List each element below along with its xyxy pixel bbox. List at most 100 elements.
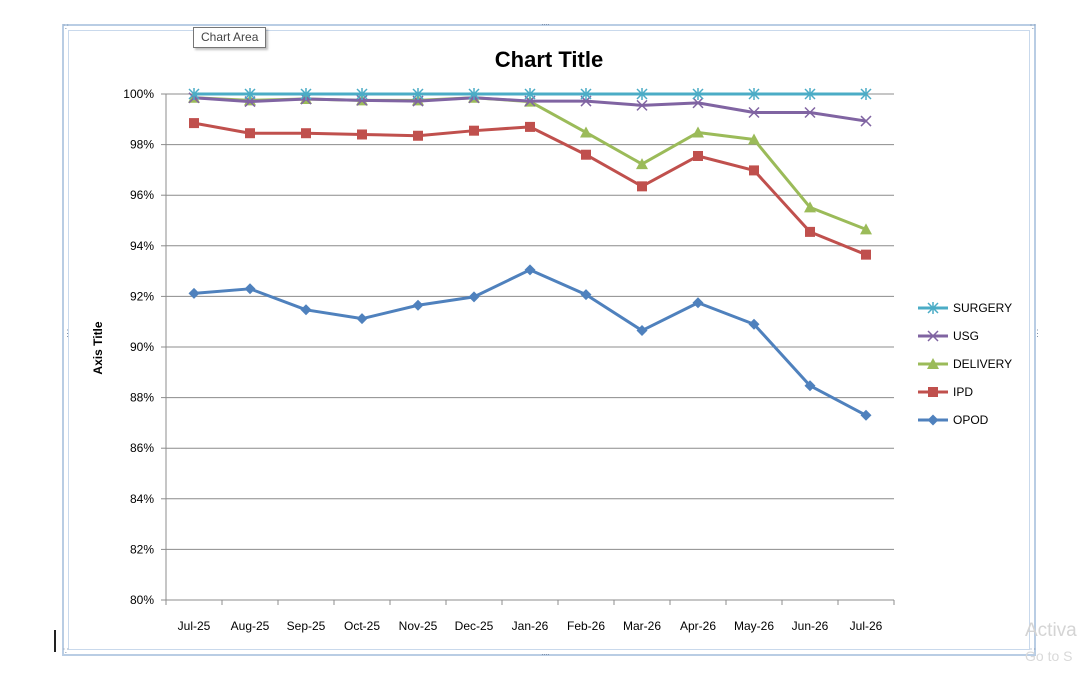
legend-item-delivery[interactable]: DELIVERY	[918, 357, 1012, 371]
data-point-ipd[interactable]	[189, 118, 199, 129]
marker-square	[637, 181, 647, 192]
y-tick-label: 92%	[130, 289, 154, 303]
series-lines[interactable]	[188, 88, 872, 421]
legend-marker-delivery[interactable]	[927, 358, 939, 369]
bottom-left-resize-handle[interactable]: ∵	[63, 646, 69, 656]
data-point-surgery[interactable]	[468, 88, 480, 100]
data-point-surgery[interactable]	[356, 88, 368, 100]
series-ipd[interactable]	[189, 118, 871, 260]
marker-x-stroke	[636, 99, 648, 111]
data-point-surgery[interactable]	[580, 88, 592, 100]
data-point-opod[interactable]	[188, 287, 200, 299]
data-point-delivery[interactable]	[860, 223, 872, 235]
legend-item-opod[interactable]: OPOD	[918, 413, 989, 427]
series-opod[interactable]	[188, 264, 872, 421]
data-point-ipd[interactable]	[581, 149, 591, 160]
data-point-usg[interactable]	[636, 99, 648, 111]
y-axis-title[interactable]: Axis Title	[91, 321, 105, 374]
data-point-ipd[interactable]	[357, 129, 367, 140]
marker-x-stroke	[927, 330, 939, 342]
x-axis-tick-labels: Jul-25 Aug-25 Sep-25 Oct-25 Nov-25 Dec-25 Jan-…	[178, 619, 883, 633]
marker-diamond	[412, 299, 424, 311]
legend-marker-usg[interactable]	[927, 330, 939, 342]
data-point-surgery[interactable]	[692, 88, 704, 100]
data-point-opod[interactable]	[356, 313, 368, 325]
series-line-delivery[interactable]	[193, 96, 867, 231]
data-point-ipd[interactable]	[469, 125, 479, 136]
data-point-delivery[interactable]	[636, 158, 648, 170]
marker-x-stroke	[748, 106, 760, 118]
data-point-ipd[interactable]	[805, 226, 815, 237]
marker-square	[469, 125, 479, 136]
series-line-opod[interactable]	[193, 268, 867, 417]
series-surgery[interactable]	[188, 88, 872, 100]
x-tick-label: Oct-25	[344, 619, 380, 633]
data-point-opod[interactable]	[580, 289, 592, 301]
legend-marker-opod[interactable]	[927, 414, 939, 426]
data-point-opod[interactable]	[412, 299, 424, 311]
data-point-delivery[interactable]	[580, 126, 592, 138]
data-point-surgery[interactable]	[524, 88, 536, 100]
data-point-usg[interactable]	[804, 106, 816, 118]
data-point-opod[interactable]	[468, 291, 480, 303]
data-point-ipd[interactable]	[301, 128, 311, 139]
data-point-opod[interactable]	[748, 318, 760, 330]
legend-item-surgery[interactable]: SURGERY	[918, 301, 1012, 315]
x-tick-label: Apr-26	[680, 619, 716, 633]
y-tick-label: 100%	[123, 87, 154, 101]
data-point-surgery[interactable]	[300, 88, 312, 100]
data-point-surgery[interactable]	[860, 88, 872, 100]
bottom-resize-handle[interactable]: ····	[541, 649, 550, 659]
y-tick-label: 80%	[130, 593, 154, 607]
data-point-ipd[interactable]	[693, 150, 703, 161]
data-point-opod[interactable]	[300, 304, 312, 316]
data-point-opod[interactable]	[244, 283, 256, 295]
data-point-opod[interactable]	[692, 297, 704, 309]
data-point-surgery[interactable]	[636, 88, 648, 100]
data-point-usg[interactable]	[748, 106, 760, 118]
data-point-surgery[interactable]	[188, 88, 200, 100]
data-point-ipd[interactable]	[637, 181, 647, 192]
data-point-opod[interactable]	[804, 380, 816, 392]
data-point-surgery[interactable]	[748, 88, 760, 100]
marker-triangle	[580, 126, 592, 138]
chart-area-tooltip: Chart Area	[193, 27, 267, 48]
top-right-resize-handle[interactable]: ∵	[1030, 22, 1036, 32]
series-line-ipd[interactable]	[193, 121, 867, 257]
data-point-ipd[interactable]	[861, 249, 871, 260]
right-resize-handle[interactable]: ⋮	[1033, 328, 1042, 338]
data-point-usg[interactable]	[860, 115, 872, 127]
bottom-right-resize-handle[interactable]: ∵	[1030, 646, 1036, 656]
legend-marker-ipd[interactable]	[928, 387, 938, 397]
legend-label-surgery: SURGERY	[953, 301, 1012, 315]
legend-label-ipd: IPD	[953, 385, 973, 399]
top-left-resize-handle[interactable]: ∵	[63, 22, 69, 32]
data-point-opod[interactable]	[860, 409, 872, 421]
data-point-ipd[interactable]	[525, 121, 535, 132]
chart-title[interactable]: Chart Title	[495, 47, 603, 72]
data-point-usg[interactable]	[692, 97, 704, 109]
data-point-ipd[interactable]	[413, 130, 423, 141]
y-tick-label: 88%	[130, 391, 154, 405]
legend-marker-surgery[interactable]	[927, 302, 939, 314]
data-point-delivery[interactable]	[692, 126, 704, 138]
data-point-opod[interactable]	[636, 325, 648, 337]
marker-diamond	[356, 313, 368, 325]
data-point-surgery[interactable]	[412, 88, 424, 100]
text-cursor	[54, 630, 56, 652]
data-point-delivery[interactable]	[804, 201, 816, 213]
data-point-surgery[interactable]	[244, 88, 256, 100]
legend-item-ipd[interactable]: IPD	[918, 385, 973, 399]
data-point-opod[interactable]	[524, 264, 536, 276]
data-point-surgery[interactable]	[804, 88, 816, 100]
data-point-ipd[interactable]	[749, 165, 759, 176]
left-resize-handle[interactable]: ⋮	[63, 328, 72, 338]
x-tick-label: Aug-25	[231, 619, 270, 633]
marker-square	[413, 130, 423, 141]
data-point-ipd[interactable]	[245, 128, 255, 139]
legend-item-usg[interactable]: USG	[918, 329, 979, 343]
data-point-delivery[interactable]	[748, 133, 760, 145]
top-resize-handle[interactable]: ····	[541, 19, 550, 29]
legend[interactable]: SURGERY USG DELIVERY IPD OPOD	[918, 301, 1012, 427]
